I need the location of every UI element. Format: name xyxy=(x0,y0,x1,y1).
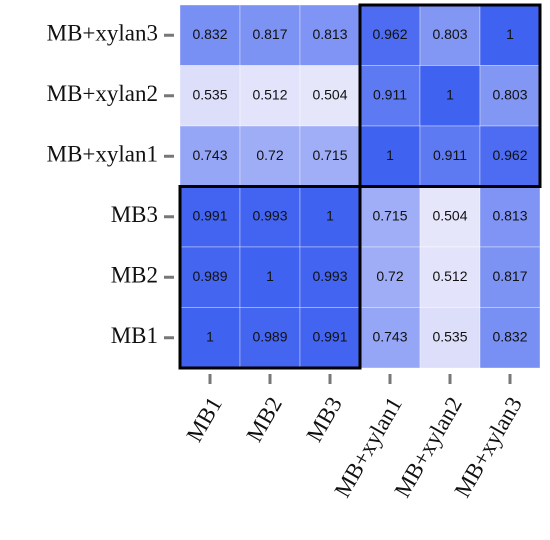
x-tick-label: MB2 xyxy=(242,393,287,446)
cell-label: 0.817 xyxy=(252,26,287,42)
cell-label: 0.715 xyxy=(372,207,407,223)
heat-cell xyxy=(179,307,241,369)
cell-label: 0.911 xyxy=(433,147,467,163)
cluster-box xyxy=(358,3,542,188)
cell-label: 0.817 xyxy=(492,268,527,284)
heat-cell xyxy=(359,65,421,127)
cell-label: 0.803 xyxy=(492,86,527,102)
heat-cell xyxy=(179,125,241,187)
cell-label: 0.504 xyxy=(432,207,467,223)
heat-cell xyxy=(239,4,301,66)
cell-label: 1 xyxy=(266,268,274,284)
cell-label: 0.962 xyxy=(372,26,407,42)
y-tick-label: MB+xylan1 xyxy=(47,142,158,167)
heat-cell xyxy=(479,65,541,127)
cell-label: 0.832 xyxy=(192,26,227,42)
cell-label: 0.813 xyxy=(492,207,527,223)
cell-label: 0.803 xyxy=(432,26,467,42)
cell-label: 0.743 xyxy=(372,328,407,344)
heat-cell xyxy=(419,307,481,369)
cell-label: 0.535 xyxy=(432,328,467,344)
heat-cell xyxy=(299,125,361,187)
y-tick-label: MB+xylan2 xyxy=(47,81,158,106)
heat-cell xyxy=(239,186,301,248)
heat-cell xyxy=(239,65,301,127)
cell-label: 0.72 xyxy=(376,268,403,284)
cell-label: 0.715 xyxy=(312,147,347,163)
cell-label: 0.743 xyxy=(192,147,227,163)
cell-label: 0.535 xyxy=(192,86,227,102)
cell-label: 0.512 xyxy=(432,268,467,284)
heat-cell xyxy=(179,246,241,308)
heat-cell xyxy=(359,246,421,308)
cell-label: 0.993 xyxy=(312,268,347,284)
heat-cell xyxy=(239,125,301,187)
cell-label: 0.72 xyxy=(256,147,283,163)
cell-label: 0.962 xyxy=(492,147,527,163)
heat-cell xyxy=(299,186,361,248)
cell-label: 0.504 xyxy=(312,86,347,102)
heat-cell xyxy=(419,125,481,187)
y-tick-label: MB+xylan3 xyxy=(47,21,158,46)
heat-cell xyxy=(479,186,541,248)
y-tick-label: MB2 xyxy=(111,263,158,288)
cell-label: 0.989 xyxy=(192,268,227,284)
cell-label: 0.911 xyxy=(373,86,407,102)
cell-label: 0.991 xyxy=(312,328,347,344)
heat-cell xyxy=(299,246,361,308)
heat-cell xyxy=(359,4,421,66)
heat-cell xyxy=(179,4,241,66)
cell-label: 1 xyxy=(326,207,334,223)
y-tick-label: MB3 xyxy=(111,202,158,227)
heat-cell xyxy=(299,4,361,66)
heat-cell xyxy=(479,125,541,187)
heat-cell xyxy=(419,246,481,308)
cell-label: 0.813 xyxy=(312,26,347,42)
heat-cell xyxy=(479,307,541,369)
cell-label: 0.512 xyxy=(252,86,287,102)
cluster-box xyxy=(178,185,362,370)
cell-label: 0.993 xyxy=(252,207,287,223)
heat-cell xyxy=(419,186,481,248)
x-tick-label: MB1 xyxy=(182,393,227,446)
cell-label: 1 xyxy=(446,86,454,102)
cell-label: 0.832 xyxy=(492,328,527,344)
heat-cell xyxy=(479,4,541,66)
cell-label: 1 xyxy=(206,328,214,344)
cell-label: 1 xyxy=(386,147,394,163)
cell-label: 0.991 xyxy=(192,207,227,223)
cell-label: 1 xyxy=(506,26,514,42)
cell-label: 0.989 xyxy=(252,328,287,344)
y-tick-label: MB1 xyxy=(111,323,158,348)
x-tick-label: MB3 xyxy=(302,393,347,446)
heat-cell xyxy=(179,186,241,248)
heat-cell xyxy=(419,4,481,66)
heat-cell xyxy=(359,307,421,369)
heat-cell xyxy=(479,246,541,308)
